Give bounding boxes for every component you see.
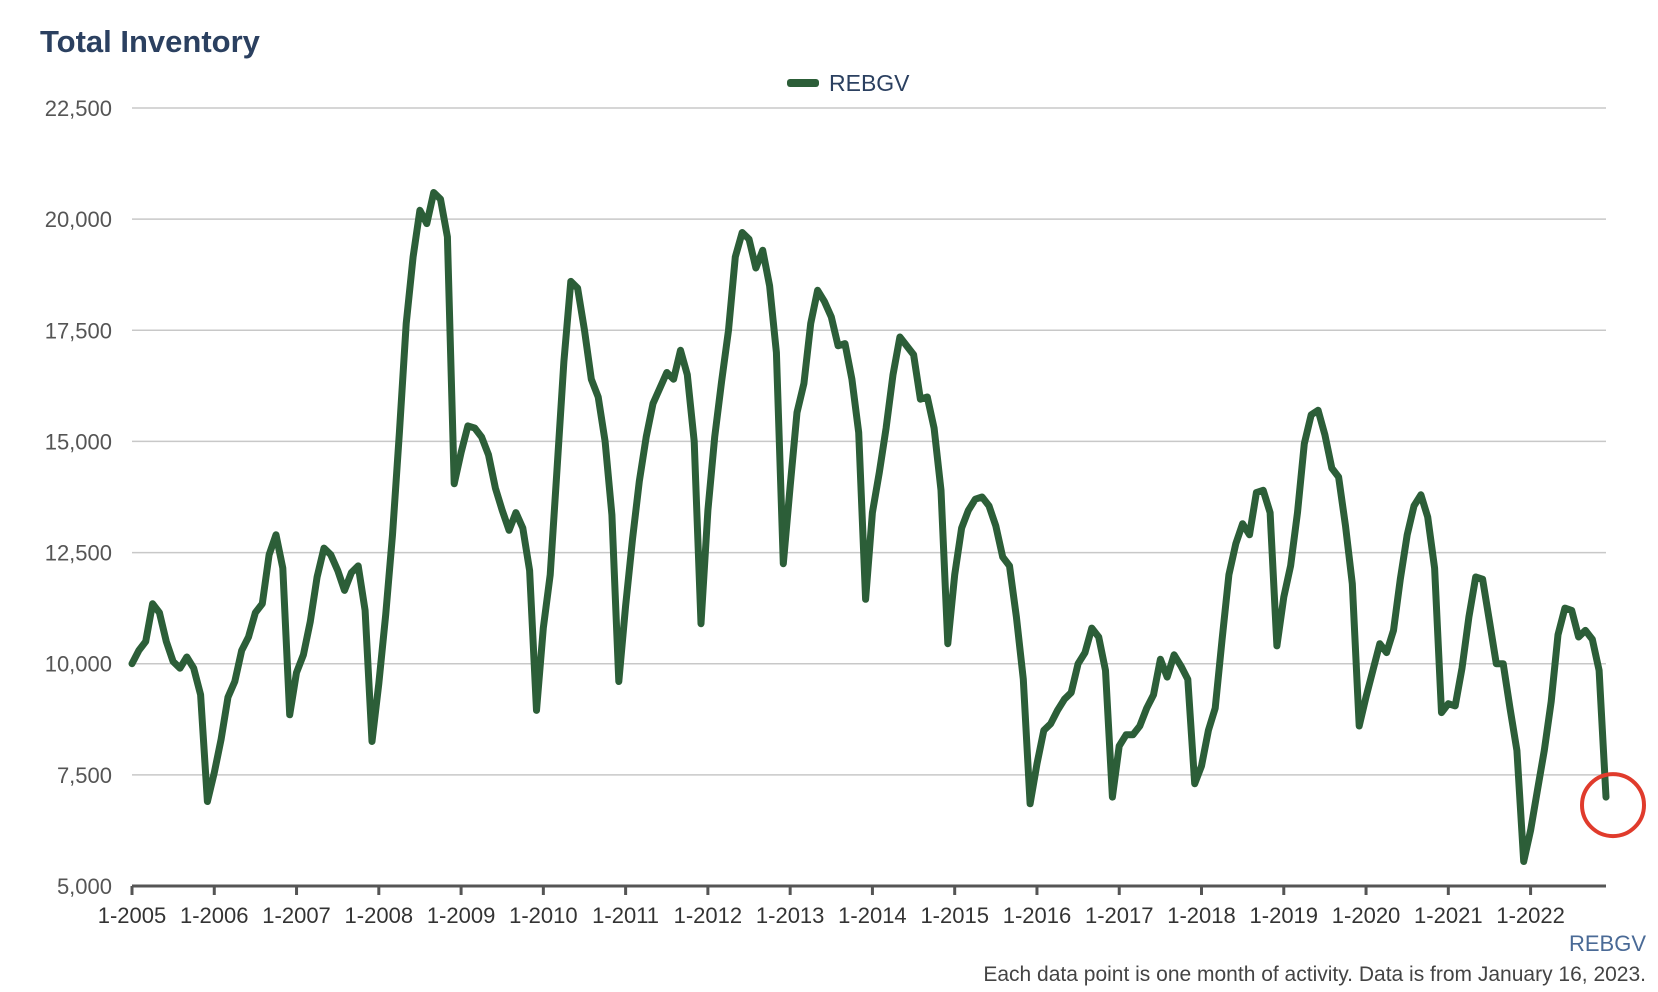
x-tick-label: 1-2016 bbox=[1003, 903, 1072, 928]
highlight-circle bbox=[1580, 772, 1646, 839]
x-tick-label: 1-2012 bbox=[674, 903, 743, 928]
legend[interactable]: REBGV bbox=[787, 70, 910, 96]
x-tick-label: 1-2021 bbox=[1414, 903, 1483, 928]
series-line-rebgv[interactable] bbox=[128, 189, 1610, 865]
x-tick-label: 1-2017 bbox=[1085, 903, 1154, 928]
source-label: REBGV bbox=[1569, 931, 1646, 956]
y-tick-label: 22,500 bbox=[45, 96, 112, 121]
grid-lines bbox=[132, 107, 1606, 776]
y-tick-label: 10,000 bbox=[45, 652, 112, 677]
y-tick-label: 12,500 bbox=[45, 541, 112, 566]
chart-title: Total Inventory bbox=[40, 24, 260, 59]
x-tick-label: 1-2007 bbox=[262, 903, 331, 928]
x-tick-label: 1-2010 bbox=[509, 903, 578, 928]
x-tick-label: 1-2014 bbox=[838, 903, 907, 928]
x-tick-label: 1-2019 bbox=[1250, 903, 1319, 928]
x-tick-label: 1-2013 bbox=[756, 903, 825, 928]
series-layer bbox=[128, 189, 1646, 865]
legend-swatch bbox=[787, 79, 819, 87]
y-tick-label: 5,000 bbox=[57, 874, 112, 899]
y-tick-label: 17,500 bbox=[45, 318, 112, 343]
y-axis-ticks: 5,000 7,500 10,000 12,500 15,000 17,500 20,000… bbox=[45, 96, 112, 899]
x-tick-label: 1-2020 bbox=[1332, 903, 1401, 928]
x-tick-label: 1-2022 bbox=[1496, 903, 1565, 928]
legend-label-rebgv: REBGV bbox=[829, 70, 910, 96]
x-tick-label: 1-2006 bbox=[180, 903, 249, 928]
x-tick-label: 1-2018 bbox=[1167, 903, 1236, 928]
y-tick-label: 20,000 bbox=[45, 207, 112, 232]
x-tick-label: 1-2011 bbox=[592, 903, 659, 928]
x-tick-label: 1-2008 bbox=[345, 903, 414, 928]
x-tick-label: 1-2005 bbox=[98, 903, 167, 928]
footnote: Each data point is one month of activity… bbox=[983, 963, 1646, 986]
x-tick-label: 1-2015 bbox=[920, 903, 989, 928]
y-tick-label: 7,500 bbox=[57, 763, 112, 788]
x-axis-ticks: 1-2005 1-2006 1-2007 1-2008 1-2009 1-2010 1-20… bbox=[98, 886, 1565, 928]
y-tick-label: 15,000 bbox=[45, 429, 112, 454]
x-tick-label: 1-2009 bbox=[427, 903, 496, 928]
